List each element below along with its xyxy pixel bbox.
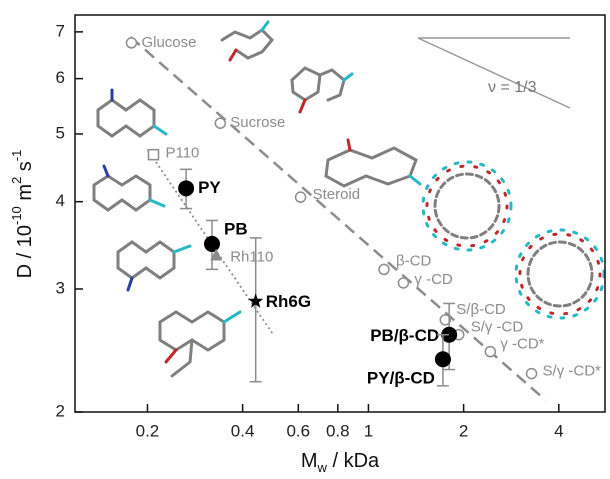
y-label-part: D / 10 xyxy=(14,225,36,278)
x-tick-label: 0.8 xyxy=(326,421,350,440)
y-label-part: 2 xyxy=(9,177,24,184)
marker xyxy=(439,314,452,326)
point-label: Steroid xyxy=(313,186,361,203)
x-axis-label: Mw / kDa xyxy=(301,450,380,475)
marker xyxy=(248,293,264,308)
point-label: P110 xyxy=(165,145,199,162)
point-label: S/γ -CD* xyxy=(543,363,602,380)
molecule-sketches xyxy=(92,20,606,378)
point-label: Glucose xyxy=(141,34,196,51)
y-tick-label: 6 xyxy=(56,68,65,87)
point-label: β-CD xyxy=(396,252,431,269)
x-tick-label: 1 xyxy=(364,421,373,440)
marker xyxy=(397,277,410,289)
point-label: PB/β-CD xyxy=(370,326,439,345)
marker xyxy=(294,191,307,203)
point-label: PY/β-CD xyxy=(367,369,435,388)
x-label-part: M xyxy=(301,450,318,472)
y-tick-label: 5 xyxy=(56,123,65,142)
y-label-part: -10 xyxy=(9,206,24,225)
x-label-part: w xyxy=(317,460,328,475)
y-label-part: -1 xyxy=(9,150,24,162)
marker xyxy=(203,235,220,252)
slope-annotation: ν = 1/3 xyxy=(488,79,537,96)
point-label: Rh110 xyxy=(230,248,273,265)
slope-triangle xyxy=(417,37,571,109)
y-tick-label: 2 xyxy=(56,401,65,420)
marker xyxy=(378,263,390,276)
x-label-part: / kDa xyxy=(327,450,380,472)
plot-frame xyxy=(74,14,606,413)
marker xyxy=(441,326,458,343)
marker xyxy=(214,117,227,129)
y-label-part: m xyxy=(14,184,36,206)
marker xyxy=(434,351,451,368)
y-tick-label: 4 xyxy=(56,191,65,210)
marker xyxy=(484,345,497,358)
marker xyxy=(525,367,538,380)
x-tick-label: 0.6 xyxy=(286,421,310,440)
point-label: Rh6G xyxy=(266,292,311,311)
error-bar xyxy=(249,237,262,383)
point-label: S/γ -CD xyxy=(471,319,524,336)
marker xyxy=(210,248,223,261)
x-tick-label: 0.2 xyxy=(136,421,160,440)
y-axis-label: D / 10-10 m2 s-1 xyxy=(9,150,36,279)
y-label-part: s xyxy=(14,161,36,177)
point-label: PY xyxy=(198,178,221,197)
point-label: Sucrose xyxy=(230,114,285,131)
point-label: S/β-CD xyxy=(456,301,506,318)
point-label: PB xyxy=(224,219,248,238)
x-tick-label: 0.4 xyxy=(231,421,255,440)
marker xyxy=(147,148,160,161)
y-tick-label: 3 xyxy=(56,278,65,297)
x-tick-label: 4 xyxy=(554,421,563,440)
fit-line xyxy=(129,36,547,402)
marker xyxy=(125,37,138,49)
point-label: γ -CD* xyxy=(500,336,544,353)
y-tick-label: 7 xyxy=(56,21,65,40)
point-label: γ -CD xyxy=(414,271,452,288)
x-tick-label: 2 xyxy=(459,421,468,440)
marker xyxy=(178,180,195,197)
